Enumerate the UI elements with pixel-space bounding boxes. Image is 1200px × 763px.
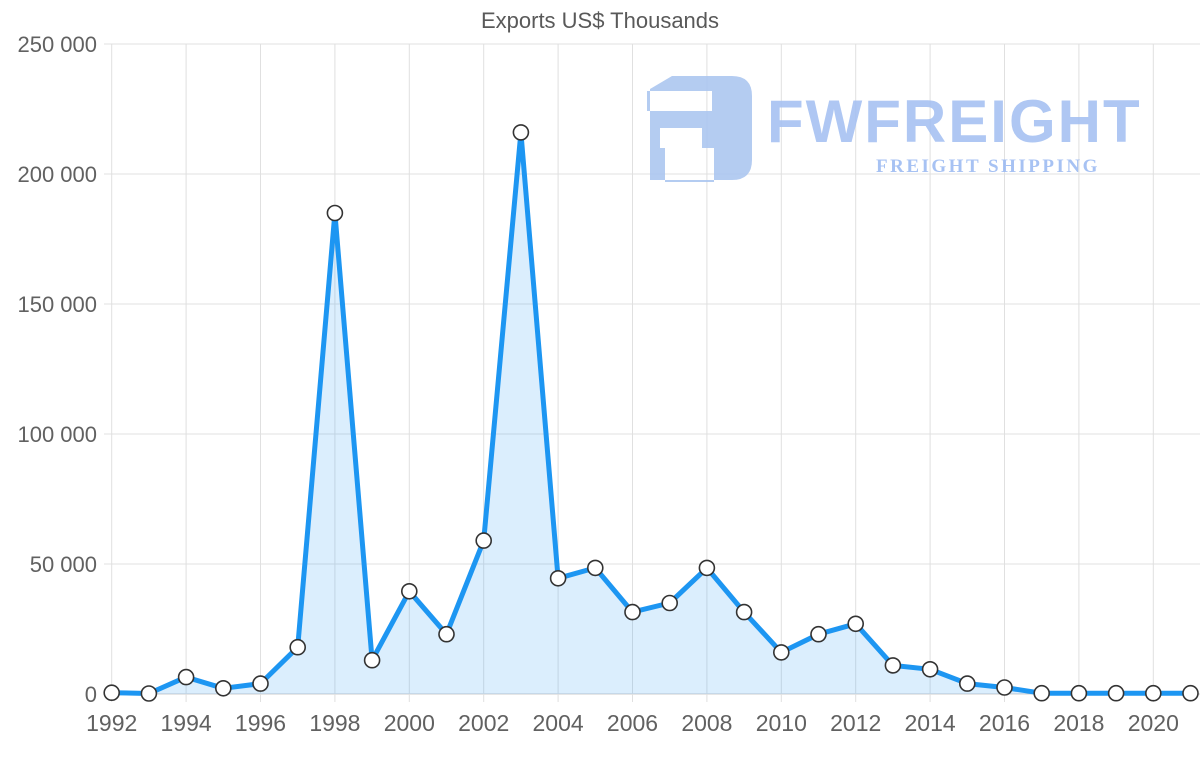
line-series bbox=[109, 129, 1193, 696]
data-point[interactable] bbox=[847, 615, 865, 633]
x-axis-tick-label: 2018 bbox=[1053, 710, 1104, 736]
data-point[interactable] bbox=[921, 660, 939, 678]
data-point[interactable] bbox=[549, 569, 567, 587]
data-point[interactable] bbox=[698, 559, 716, 577]
x-axis-tick-label: 2010 bbox=[756, 710, 807, 736]
x-axis-tick-label: 2020 bbox=[1128, 710, 1179, 736]
x-axis-tick-label: 2016 bbox=[979, 710, 1030, 736]
x-axis-tick-label: 2002 bbox=[458, 710, 509, 736]
data-point[interactable] bbox=[177, 668, 195, 686]
x-axis-tick-label: 2004 bbox=[533, 710, 584, 736]
data-point[interactable] bbox=[512, 124, 530, 141]
data-point[interactable] bbox=[586, 559, 604, 577]
data-point[interactable] bbox=[661, 594, 679, 612]
data-point[interactable] bbox=[772, 644, 790, 661]
data-point[interactable] bbox=[624, 603, 641, 621]
data-point[interactable] bbox=[252, 675, 269, 692]
data-point[interactable] bbox=[810, 625, 827, 643]
data-point[interactable] bbox=[363, 651, 381, 669]
data-point[interactable] bbox=[438, 625, 455, 643]
data-point[interactable] bbox=[140, 685, 158, 702]
data-point[interactable] bbox=[884, 657, 902, 674]
data-point[interactable] bbox=[1182, 684, 1199, 702]
data-point[interactable] bbox=[1070, 684, 1088, 702]
data-point[interactable] bbox=[1107, 684, 1125, 702]
x-axis-tick-label: 1998 bbox=[309, 710, 360, 736]
y-axis-tick-label: 50 000 bbox=[30, 552, 97, 577]
data-point[interactable] bbox=[215, 679, 232, 697]
chart-title: Exports US$ Thousands bbox=[480, 8, 720, 33]
x-axis-tick-label: 2008 bbox=[681, 710, 732, 736]
data-point[interactable] bbox=[735, 603, 753, 621]
y-axis-tick-label: 100 000 bbox=[17, 422, 97, 447]
x-axis-tick-label: 2000 bbox=[384, 710, 435, 736]
y-axis-tick-label: 150 000 bbox=[17, 292, 97, 317]
x-axis-tick-label: 1992 bbox=[86, 710, 137, 736]
data-point[interactable] bbox=[326, 204, 344, 222]
data-point[interactable] bbox=[958, 675, 976, 692]
data-point[interactable] bbox=[475, 532, 493, 549]
x-axis-tick-label: 1994 bbox=[161, 710, 212, 736]
x-axis-tick-label: 1996 bbox=[235, 710, 286, 736]
data-point[interactable] bbox=[1033, 684, 1050, 702]
data-point[interactable] bbox=[400, 582, 418, 600]
y-axis-tick-label: 0 bbox=[85, 682, 97, 707]
data-point[interactable] bbox=[289, 638, 307, 656]
x-axis-tick-label: 2012 bbox=[830, 710, 881, 736]
data-point[interactable] bbox=[996, 679, 1013, 696]
y-axis-tick-label: 250 000 bbox=[17, 32, 97, 57]
data-point[interactable] bbox=[1145, 684, 1162, 702]
y-axis-tick-label: 200 000 bbox=[17, 162, 97, 187]
x-axis-tick-label: 2014 bbox=[905, 710, 956, 736]
data-point[interactable] bbox=[103, 684, 120, 702]
x-axis-tick-label: 2006 bbox=[607, 710, 658, 736]
area-fill bbox=[111, 132, 1191, 694]
